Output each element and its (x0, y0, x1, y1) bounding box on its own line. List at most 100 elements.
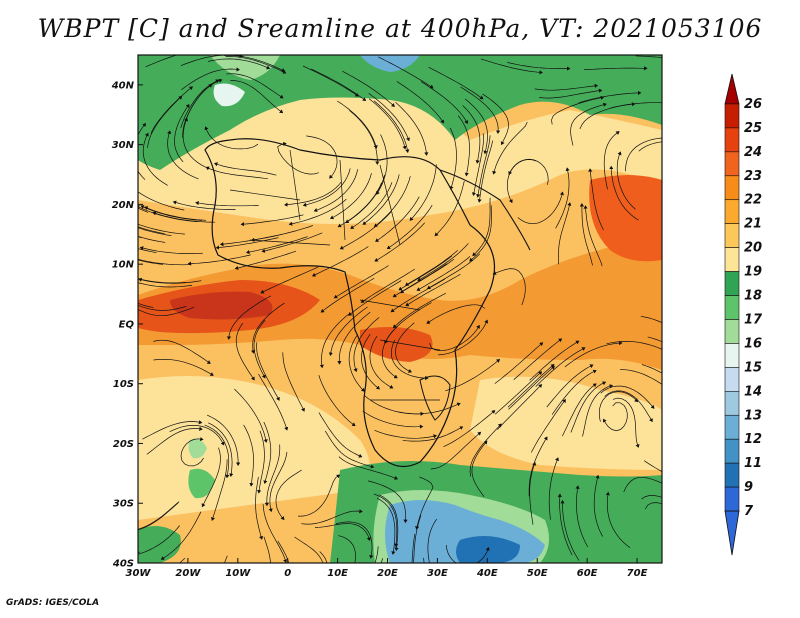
streamline (579, 203, 593, 266)
streamline (428, 66, 484, 100)
streamline (609, 165, 639, 221)
streamline (445, 359, 501, 392)
streamline (138, 235, 166, 243)
streamline (201, 447, 221, 508)
streamline (430, 431, 482, 470)
streamline (469, 423, 502, 477)
streamline (641, 364, 662, 374)
streamline (204, 424, 230, 479)
streamline (318, 412, 363, 458)
streamline (640, 315, 662, 323)
colorbar-segment (724, 151, 740, 177)
streamline (530, 399, 566, 453)
y-tick-label: 30N (112, 140, 135, 151)
streamline (235, 322, 255, 381)
streamline (262, 504, 288, 563)
x-tick-label: 20W (175, 568, 201, 579)
y-axis: 40N 30N 20N 10N EQ 10S 20S 30S 40S (111, 80, 143, 570)
colorbar-label: 17 (744, 312, 763, 327)
colorbar: 26 25 24 23 22 21 20 19 18 17 16 15 14 13 12 11 9 7 (724, 73, 763, 556)
chart-title: WBPT [C] and Sreamline at 400hPa, VT: 20… (37, 14, 763, 43)
streamline (368, 93, 410, 142)
streamline (427, 518, 437, 563)
streamline (138, 302, 139, 303)
colorbar-label: 18 (744, 289, 762, 304)
streamline (153, 339, 211, 364)
streamline (337, 311, 371, 365)
credit-label: GrADS: IGES/COLA (6, 598, 100, 608)
streamline (138, 502, 179, 531)
x-tick-label: 30E (427, 568, 448, 579)
streamline (169, 425, 225, 446)
streamline (482, 93, 509, 146)
streamline (602, 402, 628, 432)
streamline (605, 491, 631, 548)
streamline (494, 342, 544, 384)
colorbar-label: 7 (744, 504, 754, 519)
streamline (364, 395, 424, 416)
streamline (142, 420, 203, 440)
streamline (575, 485, 589, 548)
streamline (324, 430, 375, 469)
streamline (208, 58, 271, 70)
x-tick-label: 70E (627, 568, 648, 579)
wbpt-17-south-patch (188, 468, 215, 499)
colorbar-segment (724, 271, 740, 296)
streamline (144, 206, 207, 221)
streamline (240, 214, 304, 227)
colorbar-label: 11 (744, 456, 762, 471)
country-borders (229, 149, 441, 401)
streamline (138, 236, 142, 239)
streamline (226, 73, 284, 99)
streamline (181, 67, 240, 90)
streamline (138, 227, 172, 237)
streamline (555, 167, 570, 229)
streamline (313, 169, 359, 212)
streamline (243, 424, 254, 487)
streamline (647, 336, 662, 343)
streamline (517, 191, 564, 225)
wbpt-13-north (360, 55, 420, 72)
colorbar-label: 25 (744, 121, 762, 136)
streamline (182, 117, 210, 170)
streamline (480, 58, 543, 75)
colorbar-segment (724, 414, 740, 440)
streamline (180, 79, 220, 129)
streamline (172, 200, 236, 210)
streamline (405, 249, 458, 286)
streamline (380, 558, 384, 563)
colorbar-segment (724, 438, 740, 464)
streamline (373, 176, 411, 228)
streamline (560, 499, 580, 561)
streamline (210, 459, 228, 521)
colorbar-segment (724, 319, 740, 344)
streamline (256, 342, 280, 401)
streamline (314, 523, 371, 541)
y-tick-label: 40N (111, 80, 135, 91)
streamline (339, 211, 392, 250)
streamline (230, 80, 284, 114)
streamline (208, 422, 234, 477)
plot-area (138, 55, 662, 563)
streamline (392, 292, 446, 329)
streamline (187, 254, 251, 266)
streamline (464, 98, 488, 155)
streamline (298, 474, 341, 517)
streamline (409, 164, 437, 221)
colorbar-label: 15 (744, 360, 762, 375)
streamline (507, 363, 555, 408)
streamline (367, 480, 408, 524)
streamline (507, 62, 571, 71)
streamline (138, 302, 154, 308)
streamline (462, 105, 481, 164)
streamline (253, 319, 266, 379)
streamline (535, 347, 586, 387)
streamline (373, 100, 410, 153)
streamline (335, 521, 374, 559)
streamline (183, 78, 223, 127)
streamline (255, 476, 264, 540)
colorbar-segment (724, 223, 740, 248)
streamline (302, 65, 359, 97)
streamline (373, 493, 399, 548)
streamline (146, 426, 203, 455)
